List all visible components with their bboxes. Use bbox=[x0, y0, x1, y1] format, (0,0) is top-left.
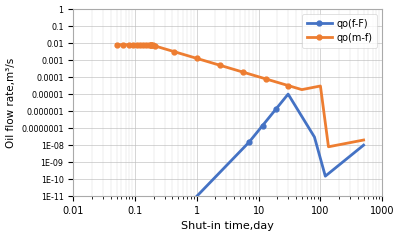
qo(f-F) bbox=[286, 93, 290, 96]
qo(m-f) bbox=[217, 64, 222, 67]
Line: qo(f-F): qo(f-F) bbox=[197, 94, 364, 196]
qo(f-F) bbox=[361, 144, 366, 146]
Line: qo(m-f): qo(m-f) bbox=[116, 45, 364, 147]
qo(f-F) bbox=[329, 170, 334, 173]
qo(m-f) bbox=[300, 88, 304, 91]
qo(m-f) bbox=[323, 120, 328, 123]
X-axis label: Shut-in time,day: Shut-in time,day bbox=[181, 221, 274, 232]
qo(m-f) bbox=[350, 141, 355, 144]
qo(m-f) bbox=[326, 145, 331, 148]
qo(m-f) bbox=[148, 43, 153, 46]
qo(f-F) bbox=[306, 127, 311, 130]
qo(f-F) bbox=[347, 155, 352, 158]
qo(f-F) bbox=[194, 195, 199, 198]
qo(m-f) bbox=[308, 87, 313, 89]
qo(f-F) bbox=[323, 175, 328, 178]
qo(m-f) bbox=[192, 56, 197, 59]
Legend: qo(f-F), qo(m-f): qo(f-F), qo(m-f) bbox=[302, 14, 377, 48]
qo(m-f) bbox=[114, 43, 119, 46]
qo(f-F) bbox=[256, 129, 261, 132]
Y-axis label: Oil flow rate,m³/s: Oil flow rate,m³/s bbox=[6, 58, 16, 148]
qo(f-F) bbox=[252, 134, 257, 137]
qo(m-f) bbox=[361, 139, 366, 141]
